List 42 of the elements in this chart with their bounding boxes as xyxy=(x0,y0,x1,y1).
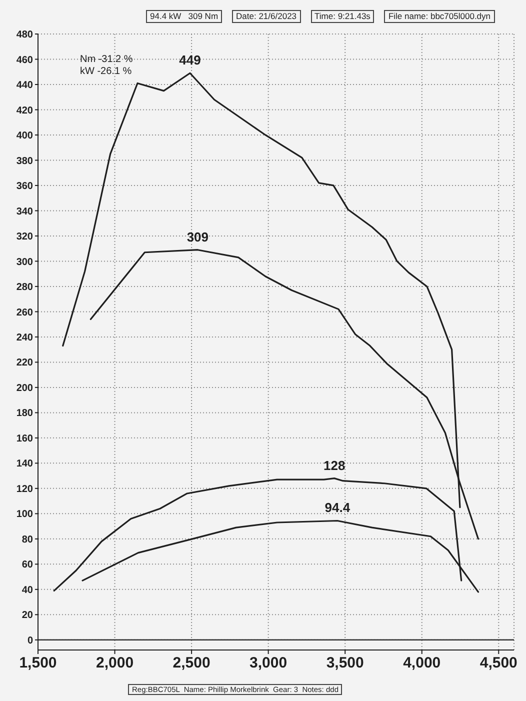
annotation: 309 xyxy=(186,229,209,244)
y-tick-label: 120 xyxy=(16,484,34,495)
y-tick-label: 320 xyxy=(16,232,34,243)
annotation: kW -26.1 % xyxy=(80,66,133,78)
y-tick-label: 180 xyxy=(16,408,34,420)
text: 94.4 kW 309 Nm xyxy=(146,10,222,23)
x-tick-label: 1,500 xyxy=(19,654,57,672)
y-tick-label: 20 xyxy=(22,610,34,622)
y-tick-label: 460 xyxy=(16,54,34,66)
y-tick-label: 440 xyxy=(16,80,34,92)
x-tick-label: 4,000 xyxy=(403,654,441,672)
y-tick-label: 360 xyxy=(16,181,34,192)
text: Time: 9:21.43s xyxy=(310,10,374,23)
annotation: Nm -31.2 % xyxy=(80,54,133,66)
x-tick-label: 4,500 xyxy=(480,654,518,672)
annotation: 94.4 xyxy=(324,500,351,516)
y-tick-label: 380 xyxy=(16,156,34,167)
y-tick-label: 300 xyxy=(16,256,34,268)
y-tick-label: 240 xyxy=(16,332,34,344)
y-tick-label: 160 xyxy=(16,433,34,444)
x-tick-label: 3,000 xyxy=(250,654,288,672)
annotation: 128 xyxy=(323,458,346,473)
text: File name: bbc705l000.dyn xyxy=(384,10,495,23)
x-tick-label: 3,500 xyxy=(326,654,364,672)
y-tick-label: 420 xyxy=(16,105,34,116)
y-tick-label: 140 xyxy=(16,458,34,470)
y-tick-label: 340 xyxy=(16,206,34,218)
y-tick-label: 60 xyxy=(22,560,34,571)
y-tick-label: 280 xyxy=(16,282,34,294)
y-tick-label: 0 xyxy=(27,635,34,646)
y-tick-label: 100 xyxy=(16,509,34,520)
x-tick-label: 2,000 xyxy=(96,654,134,672)
y-tick-label: 260 xyxy=(16,307,34,318)
y-tick-label: 220 xyxy=(16,358,34,369)
text: Date: 21/6/2023 xyxy=(232,10,301,23)
y-tick-label: 40 xyxy=(22,584,34,596)
y-tick-label: 80 xyxy=(22,534,34,546)
annotation: 449 xyxy=(179,52,201,68)
y-tick-label: 400 xyxy=(16,130,34,142)
y-tick-label: 200 xyxy=(16,382,34,394)
x-tick-label: 2,500 xyxy=(172,654,210,672)
y-tick-label: 480 xyxy=(16,30,34,41)
